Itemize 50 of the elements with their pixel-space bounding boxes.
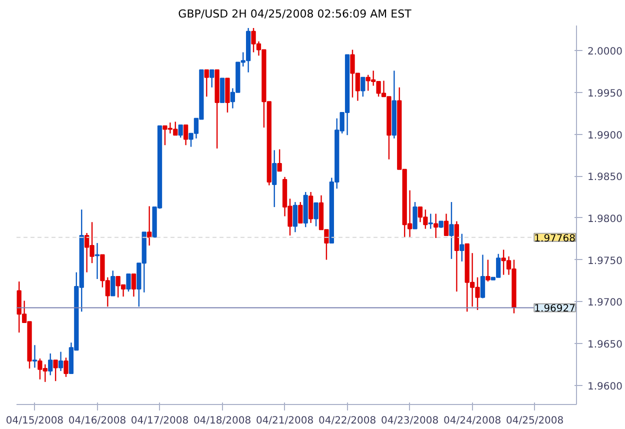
candlestick: [110, 270, 116, 296]
candlestick: [412, 201, 418, 230]
x-tick-label: 04/22/2008: [318, 416, 376, 426]
candlestick: [434, 213, 438, 239]
candlestick: [486, 259, 490, 282]
x-tick-label: 04/21/2008: [256, 416, 314, 426]
ref-line-label: 1.96927: [534, 304, 576, 315]
x-tick-label: 04/17/2008: [130, 416, 189, 426]
y-tick-label: 1.9800: [588, 214, 622, 225]
y-tick-label: 2.0000: [588, 46, 622, 58]
candlestick: [277, 148, 282, 172]
y-tick-label: 1.9650: [588, 339, 622, 350]
candlestick: [64, 357, 68, 378]
ref-line-label: 1.97768: [534, 233, 576, 244]
x-tick-label: 04/23/2008: [380, 416, 439, 426]
candlestick: [460, 233, 464, 262]
candlestick: [308, 191, 314, 224]
x-tick-label: 04/18/2008: [193, 416, 252, 426]
candlestick: [147, 206, 152, 246]
candlestick: [298, 201, 303, 224]
y-tick-label: 1.9700: [588, 298, 622, 309]
y-tick-label: 1.9750: [588, 256, 622, 267]
candlestick: [48, 352, 53, 376]
candlestick: [449, 201, 454, 260]
x-tick-label: 04/25/2008: [506, 416, 564, 426]
candlestick: [428, 213, 433, 230]
candlestick: [53, 360, 58, 382]
candlestick: [480, 254, 486, 299]
x-tick-label: 04/15/2008: [6, 416, 64, 426]
chart-title: GBP/USD 2H 04/25/2008 02:56:09 AM EST: [178, 8, 412, 20]
x-tick-label: 04/16/2008: [68, 416, 126, 426]
candlestick: [314, 202, 318, 227]
candlestick: [94, 242, 100, 280]
candlestick: [210, 69, 214, 88]
candlestick: [32, 344, 38, 368]
candlestick: [58, 351, 64, 372]
candlestick: [204, 69, 209, 98]
candlestick: [444, 213, 449, 236]
candlestick: [126, 273, 131, 292]
y-tick-label: 1.9950: [588, 88, 622, 100]
y-tick-label: 1.9600: [588, 381, 622, 392]
candlestick: [292, 201, 298, 233]
candlestick: [178, 124, 183, 138]
x-tick-label: 04/24/2008: [443, 416, 502, 426]
candlestick: [360, 76, 366, 98]
candlestick: [131, 273, 136, 298]
y-tick-label: 1.9850: [588, 172, 622, 184]
y-tick-label: 1.9900: [588, 130, 622, 142]
candlestick: [272, 150, 277, 208]
candlestick: [183, 124, 188, 146]
